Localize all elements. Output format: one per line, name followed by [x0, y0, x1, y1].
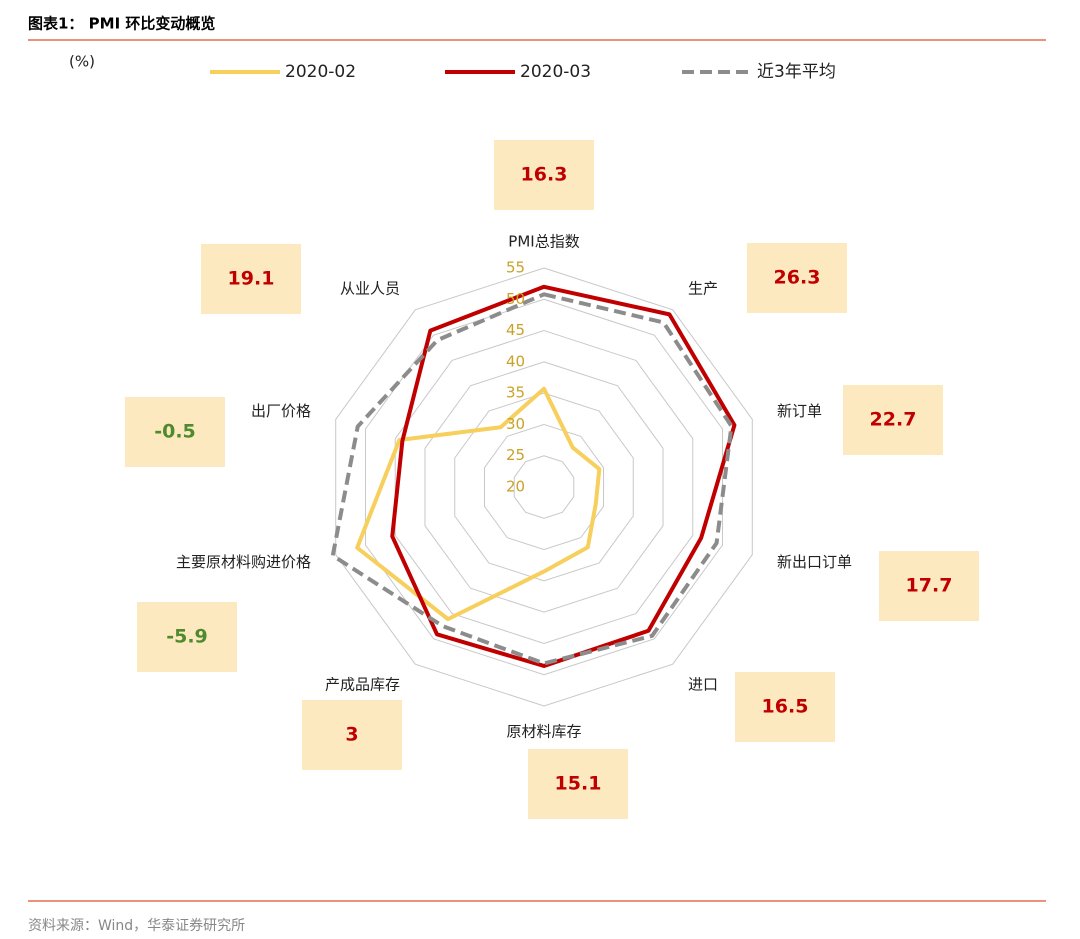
change-box	[494, 140, 594, 210]
change-box	[201, 244, 301, 314]
category-label: PMI总指数	[508, 233, 579, 251]
grid-ring	[513, 455, 575, 519]
change-label: 16.5	[762, 696, 809, 718]
grid-ring	[424, 361, 664, 613]
category-label: 主要原材料购进价格	[176, 553, 311, 571]
legend-label: 2020-03	[520, 62, 591, 82]
r-tick-label: 25	[506, 446, 525, 464]
grid-ring	[394, 330, 694, 644]
source-note: 资料来源：Wind，华泰证券研究所	[28, 918, 245, 934]
category-label: 新订单	[777, 402, 822, 420]
chart-title: 图表1： PMI 环比变动概览	[28, 15, 215, 33]
change-box	[735, 672, 835, 742]
change-box	[137, 602, 237, 672]
change-box	[879, 551, 979, 621]
category-label: 从业人员	[340, 279, 400, 297]
category-label: 产成品库存	[325, 676, 400, 694]
series-line	[390, 284, 737, 668]
category-label: 生产	[688, 279, 718, 297]
series-line	[330, 292, 734, 666]
change-box	[747, 243, 847, 313]
unit-label: (%)	[69, 53, 95, 71]
grid-ring	[364, 298, 724, 676]
grid-ring	[454, 392, 634, 582]
change-label: 17.7	[906, 575, 953, 597]
category-label: 进口	[688, 676, 718, 694]
r-tick-label: 50	[506, 290, 525, 308]
r-tick-label: 40	[506, 352, 525, 370]
change-label: 22.7	[870, 409, 917, 431]
change-label: 26.3	[774, 267, 821, 289]
category-label: 出厂价格	[251, 402, 311, 420]
change-box	[125, 397, 225, 467]
category-label: 新出口订单	[777, 553, 852, 571]
legend-label: 2020-02	[285, 62, 356, 82]
change-label: 19.1	[228, 268, 275, 290]
legend-label: 近3年平均	[757, 62, 836, 82]
change-label: 3	[345, 724, 358, 746]
grid-ring	[335, 267, 753, 707]
change-label: 15.1	[555, 773, 602, 795]
r-tick-label: 35	[506, 384, 525, 402]
r-tick-label: 45	[506, 321, 525, 339]
change-box	[528, 749, 628, 819]
category-label: 原材料库存	[506, 723, 581, 741]
change-box	[302, 700, 402, 770]
grid-ring	[483, 423, 605, 551]
change-label: -5.9	[166, 626, 208, 648]
r-tick-label: 30	[506, 415, 525, 433]
r-tick-label: 20	[506, 478, 525, 496]
r-tick-label: 55	[506, 259, 525, 277]
series-line	[355, 386, 602, 622]
change-box	[843, 385, 943, 455]
change-label: -0.5	[154, 421, 196, 443]
change-label: 16.3	[521, 164, 568, 186]
